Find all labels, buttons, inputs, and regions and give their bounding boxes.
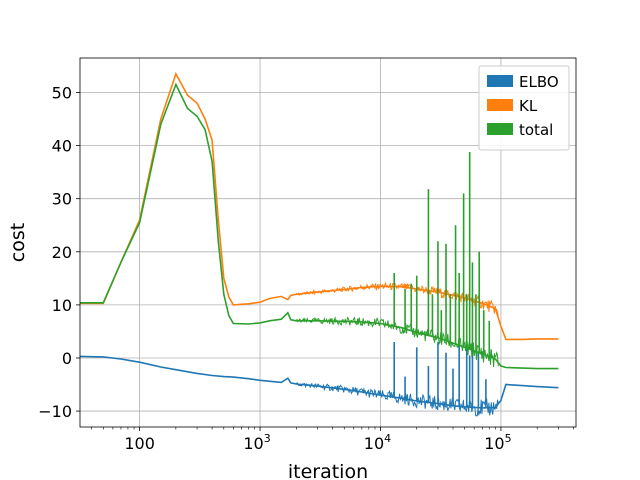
- y-tick-label: 20: [52, 243, 72, 262]
- legend-swatch-total: [487, 123, 513, 135]
- x-axis-label: iteration: [288, 461, 368, 480]
- y-axis-label: cost: [7, 223, 29, 262]
- legend: ELBO KL total: [478, 65, 570, 151]
- y-tick-label: 50: [52, 84, 72, 103]
- tick-layer: −10 0 10 20 30 40 50 100 103 104 105: [38, 84, 574, 453]
- legend-label-elbo: ELBO: [519, 73, 559, 91]
- series-noise-total: [296, 315, 499, 368]
- x-tick-label: 104: [364, 432, 391, 453]
- series-noise-kl: [295, 281, 499, 316]
- y-tick-label: −10: [38, 402, 72, 421]
- y-tick-label: 30: [52, 190, 72, 209]
- legend-swatch-elbo: [487, 75, 513, 87]
- legend-label-kl: KL: [519, 97, 538, 115]
- series-noise-elbo: [296, 382, 499, 417]
- plot-frame: [79, 57, 577, 428]
- series-layer: [80, 71, 559, 417]
- legend-swatch-kl: [487, 99, 513, 111]
- x-tick-label: 100: [124, 434, 155, 453]
- y-tick-label: 40: [52, 137, 72, 156]
- x-tick-label: 105: [484, 432, 511, 453]
- y-tick-label: 10: [52, 296, 72, 315]
- y-tick-label: 0: [62, 349, 72, 368]
- legend-label-total: total: [519, 121, 553, 139]
- x-tick-label: 103: [243, 432, 270, 453]
